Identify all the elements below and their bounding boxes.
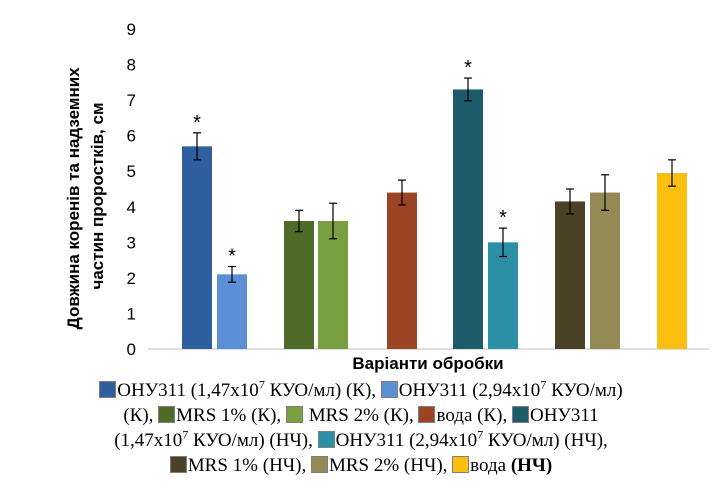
legend-entry: (1,47x107 КУО/мл) (НЧ),	[114, 427, 313, 451]
bar	[590, 192, 620, 349]
legend-text-pre: вода (К),	[436, 405, 508, 426]
legend-text-post: КУО/мл) (К),	[264, 380, 377, 401]
legend-swatch	[169, 456, 187, 473]
error-bar	[499, 227, 507, 258]
y-tick-label: 6	[127, 127, 136, 146]
legend-text-pre: ОНУ311 (1,47x10	[117, 380, 259, 401]
legend-text-sup: 7	[182, 427, 189, 442]
legend-text-post: КУО/мл) (НЧ),	[483, 430, 608, 451]
legend-entry: MRS 1% (НЧ),	[169, 455, 307, 476]
y-axis-title-line2: частин проростків, см	[88, 102, 107, 289]
legend-text-post: КУО/мл)	[546, 380, 623, 401]
legend-line: MRS 1% (НЧ), MRS 2% (НЧ), вода (НЧ)	[0, 453, 722, 478]
y-axis-title-line1: Довжина коренів та надземних	[64, 67, 83, 330]
error-bar	[601, 174, 609, 211]
y-tick-label: 3	[127, 233, 136, 252]
y-tick-label: 0	[127, 340, 136, 359]
legend-swatch	[452, 456, 470, 473]
bar	[488, 242, 518, 349]
legend-text-pre: вода	[470, 455, 511, 476]
legend-entry: MRS 2% (НЧ),	[310, 455, 448, 476]
bar	[182, 146, 212, 349]
bar	[318, 221, 348, 349]
legend-entry: ОНУ311	[511, 405, 599, 426]
legend-text-post: КУО/мл) (НЧ),	[188, 430, 313, 451]
error-bar	[329, 202, 337, 240]
legend-entry: MRS 2% (К),	[285, 405, 414, 426]
y-tick-label: 4	[127, 198, 136, 217]
bar	[217, 274, 247, 349]
error-bar	[398, 179, 406, 206]
legend: ОНУ311 (1,47x107 КУО/мл) (К), ОНУ311 (2,…	[0, 378, 722, 478]
legend-entry: ОНУ311 (2,94x107 КУО/мл)	[380, 377, 623, 401]
error-bar	[464, 77, 472, 102]
y-axis-title: Довжина коренів та надземних частин прор…	[64, 63, 107, 330]
error-bar	[228, 265, 236, 283]
legend-line: (1,47x107 КУО/мл) (НЧ), ОНУ311 (2,94x107…	[0, 428, 722, 453]
legend-text-pre: MRS 2% (К),	[303, 405, 414, 426]
y-tick-label: 1	[127, 304, 136, 323]
legend-text-pre: ОНУ311 (2,94x10	[335, 430, 478, 451]
legend-text-pre: ОНУ311	[529, 405, 599, 426]
error-bar	[566, 188, 574, 215]
legend-swatch	[99, 381, 117, 398]
bar	[657, 173, 687, 349]
bars-group: * * * *	[182, 57, 687, 349]
legend-swatch	[418, 406, 436, 423]
legend-swatch	[317, 431, 335, 448]
error-bar	[193, 132, 201, 161]
bar	[555, 201, 585, 349]
legend-swatch	[511, 406, 529, 423]
legend-line: ОНУ311 (1,47x107 КУО/мл) (К), ОНУ311 (2,…	[0, 378, 722, 403]
y-tick-label: 5	[127, 162, 136, 181]
error-bar	[668, 159, 676, 187]
legend-entry: (К),	[123, 405, 153, 426]
legend-text-sup: 7	[540, 377, 547, 392]
legend-entry: вода (НЧ)	[452, 455, 552, 476]
legend-text-sup: 7	[477, 427, 484, 442]
x-axis-title: Варіанти обробки	[352, 354, 503, 373]
significance-marker: *	[499, 207, 507, 229]
legend-entry: вода (К),	[418, 405, 507, 426]
legend-text-pre: MRS 2% (НЧ),	[328, 455, 448, 476]
bar	[284, 221, 314, 349]
legend-swatch	[158, 406, 176, 423]
legend-text-pre: (К),	[123, 405, 154, 426]
legend-entry: MRS 1% (К),	[158, 405, 281, 426]
y-tick-label: 9	[127, 20, 136, 39]
y-tick-label: 7	[127, 91, 136, 110]
legend-text-sup: 7	[258, 377, 265, 392]
legend-entry: ОНУ311 (1,47x107 КУО/мл) (К),	[99, 377, 377, 401]
legend-text-pre: MRS 1% (НЧ),	[187, 455, 307, 476]
legend-entry: ОНУ311 (2,94x107 КУО/мл) (НЧ),	[317, 427, 608, 451]
legend-text-pre: MRS 1% (К),	[176, 405, 282, 426]
bar	[453, 89, 483, 349]
significance-marker: *	[464, 57, 472, 79]
legend-text-pre: (1,47x10	[114, 430, 183, 451]
significance-marker: *	[193, 112, 201, 134]
legend-text-bold: (НЧ)	[510, 455, 553, 476]
bar	[387, 192, 417, 349]
legend-swatch	[380, 381, 398, 398]
significance-marker: *	[228, 246, 236, 268]
y-axis-ticks: 0 1 2 3 4 5 6 7 8 9	[127, 20, 136, 359]
legend-text-pre: ОНУ311 (2,94x10	[398, 380, 541, 401]
legend-swatch	[285, 406, 303, 423]
y-tick-label: 2	[127, 269, 136, 288]
bar-chart: Довжина коренів та надземних частин прор…	[64, 20, 709, 373]
error-bar	[295, 209, 303, 233]
y-tick-label: 8	[127, 56, 136, 75]
legend-swatch	[310, 456, 328, 473]
legend-line: (К), MRS 1% (К), MRS 2% (К), вода (К), О…	[0, 403, 722, 428]
